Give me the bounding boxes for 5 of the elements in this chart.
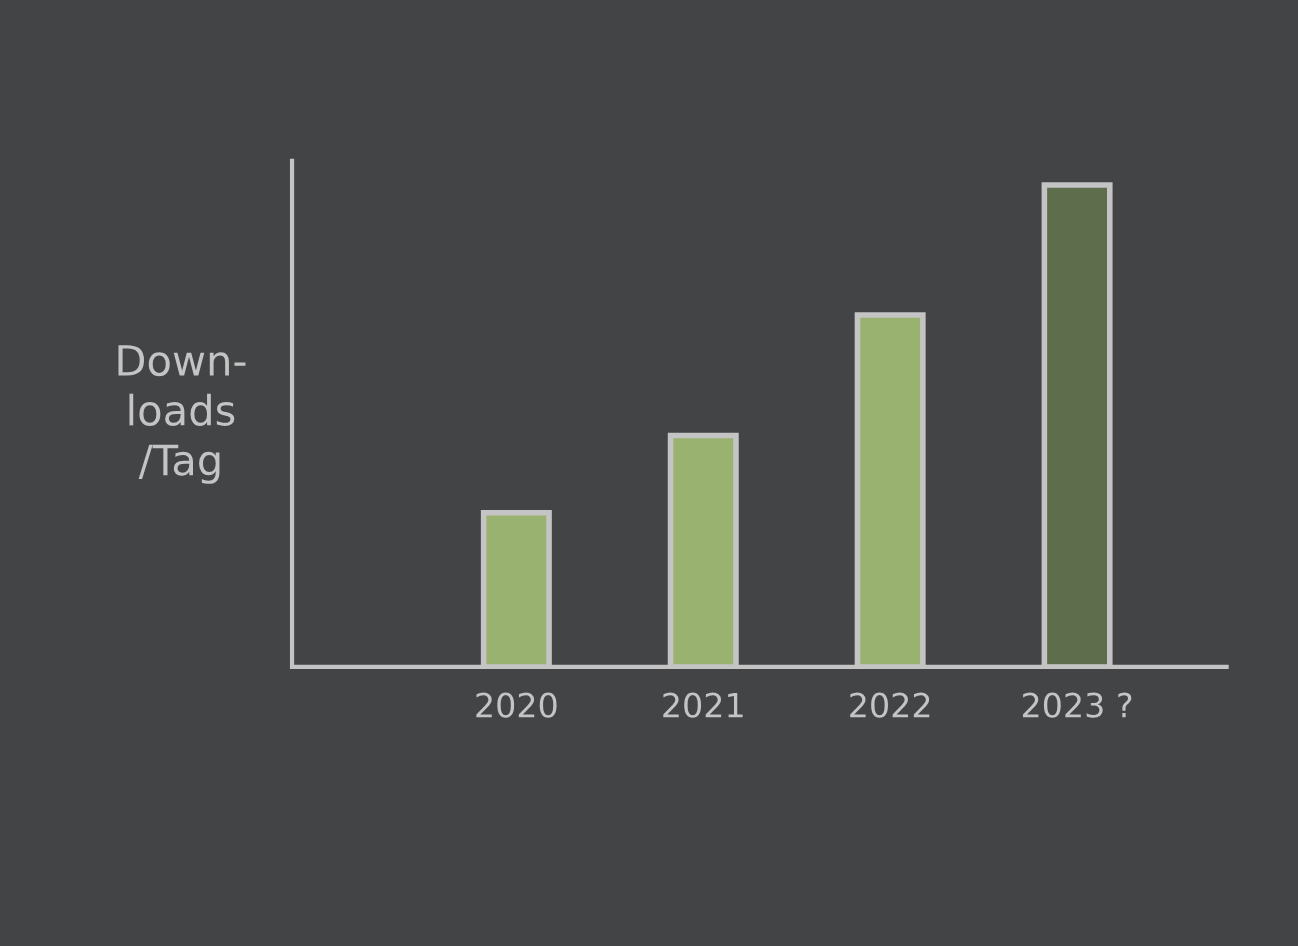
y-axis-title: Down- loads /Tag [118, 345, 246, 484]
x-tick-label: 2022 [850, 692, 930, 718]
x-tick-label: 2020 [476, 692, 557, 718]
x-tick-label: 2021 [663, 692, 743, 718]
x-tick-label: 2023 ? [1022, 692, 1132, 718]
